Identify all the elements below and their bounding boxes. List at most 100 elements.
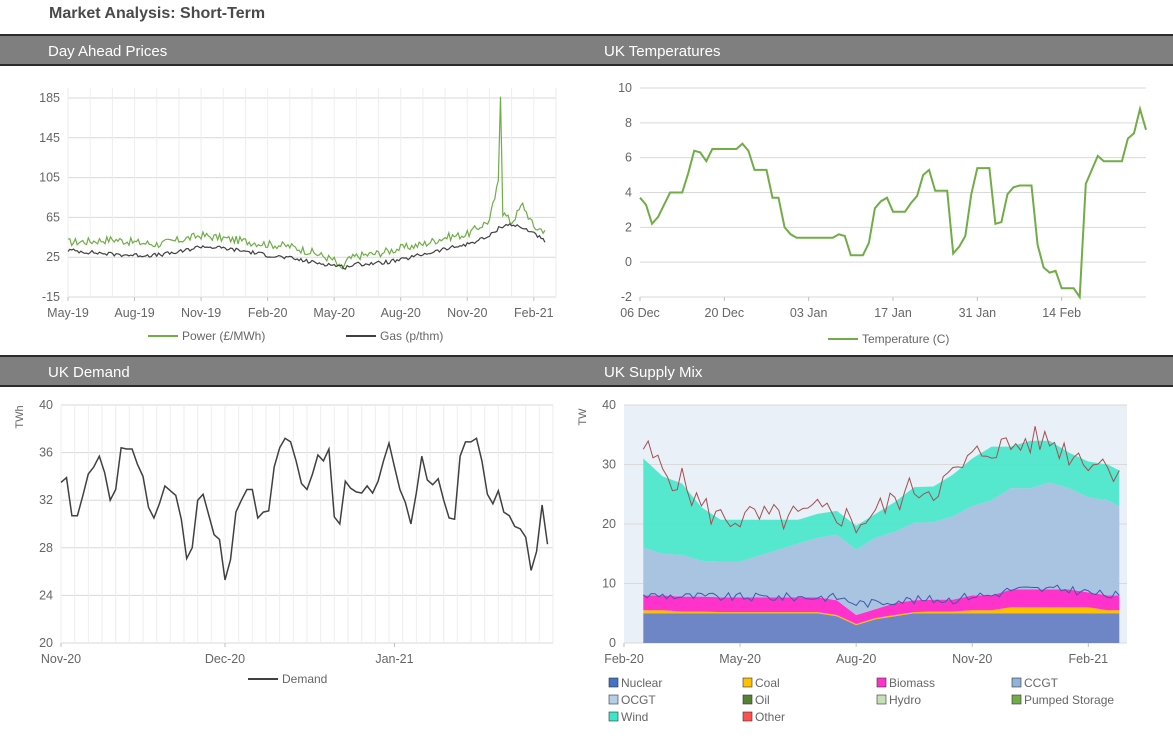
x-tick-label: 20 Dec	[705, 306, 745, 320]
legend-label: Other	[755, 710, 785, 724]
uk-supply-mix-title: UK Supply Mix	[604, 364, 703, 381]
legend-label: Hydro	[889, 693, 921, 707]
legend-swatch	[876, 677, 887, 688]
y-tick-label: 6	[625, 151, 632, 165]
legend-power: Power (£/MWh)	[148, 329, 265, 343]
top-header-band: Day Ahead Prices UK Temperatures	[0, 34, 1173, 66]
legend-swatch	[876, 694, 887, 705]
legend-item-oil: Oil	[742, 693, 770, 707]
y-axis-label: TW	[577, 408, 589, 426]
day-ahead-prices-title: Day Ahead Prices	[48, 43, 168, 60]
gas-series-line	[67, 222, 546, 270]
x-tick-label: Feb-21	[1069, 652, 1109, 666]
supply-chart: 0 10 20 30 40 Feb-20 May-20 Aug-20 Nov-20 Feb-21 T…	[577, 398, 1127, 666]
area-biomass	[643, 589, 1120, 624]
legend-item-other: Other	[742, 710, 785, 724]
y-tick-label: 105	[39, 171, 60, 185]
demand-chart: 20 24 28 32 36 40 Nov-20 Dec-20 Jan-21 TWh	[14, 398, 554, 666]
y-tick-label: 4	[625, 186, 632, 200]
x-tick-label: Nov-20	[41, 652, 81, 666]
legend-item-biomass: Biomass	[876, 676, 935, 690]
power-series-line	[67, 96, 546, 270]
legend-swatch	[1011, 677, 1022, 688]
legend-swatch	[608, 711, 619, 722]
area-ccgt	[643, 482, 1120, 615]
legend-item-pumped-storage: Pumped Storage	[1011, 693, 1114, 707]
x-tick-label: Feb-21	[514, 306, 554, 320]
area-nuclear	[643, 613, 1120, 643]
legend-item-coal: Coal	[742, 676, 780, 690]
y-tick-label: 0	[625, 255, 632, 269]
legend-item-hydro: Hydro	[876, 693, 921, 707]
x-tick-label: May-19	[47, 306, 89, 320]
legend-item-wind: Wind	[608, 710, 648, 724]
y-tick-label: 65	[46, 210, 60, 224]
legend-label: Coal	[755, 676, 780, 690]
x-tick-label: Nov-19	[181, 306, 221, 320]
y-tick-label: -2	[621, 290, 632, 304]
y-tick-label: 10	[618, 81, 632, 95]
x-tick-label: May-20	[313, 306, 355, 320]
y-tick-label: 20	[602, 517, 616, 531]
x-tick-label: Feb-20	[604, 652, 644, 666]
total-supply-line	[642, 426, 1120, 534]
x-tick-label: Aug-19	[114, 306, 154, 320]
x-tick-label: 17 Jan	[874, 306, 912, 320]
legend-demand: Demand	[248, 672, 327, 686]
x-tick-label: Aug-20	[381, 306, 421, 320]
area-wind	[643, 440, 1120, 562]
x-tick-label: Jan-21	[375, 652, 413, 666]
x-tick-label: Nov-20	[952, 652, 992, 666]
legend-label: Wind	[621, 710, 648, 724]
y-tick-label: 20	[39, 636, 53, 650]
x-tick-label: 03 Jan	[790, 306, 828, 320]
y-tick-label: 10	[602, 577, 616, 591]
y-tick-label: 0	[609, 636, 616, 650]
legend-gas: Gas (p/thm)	[346, 329, 443, 343]
y-tick-label: 25	[46, 250, 60, 264]
legend-swatch	[742, 711, 753, 722]
legend-temperature: Temperature (C)	[828, 332, 949, 346]
x-tick-label: 31 Jan	[959, 306, 997, 320]
legend-swatch	[742, 694, 753, 705]
nuclear-edge-line	[642, 584, 1120, 609]
y-tick-label: 2	[625, 220, 632, 234]
y-tick-label: -15	[42, 290, 60, 304]
legend-temperature-label: Temperature (C)	[862, 332, 949, 346]
y-tick-label: 30	[602, 458, 616, 472]
legend-label: Biomass	[889, 676, 935, 690]
legend-item-ccgt: CCGT	[1011, 676, 1059, 690]
page-title: Market Analysis: Short-Term	[49, 5, 266, 22]
y-tick-label: 36	[39, 446, 53, 460]
legend-power-label: Power (£/MWh)	[182, 329, 265, 343]
x-tick-label: Aug-20	[836, 652, 876, 666]
legend-label: OCGT	[621, 693, 656, 707]
legend-item-nuclear: Nuclear	[608, 676, 662, 690]
uk-temperatures-title: UK Temperatures	[604, 43, 721, 60]
legend-label: Oil	[755, 693, 770, 707]
prices-chart: -15 25 65 105 145 185 May-19 Aug-19 Nov-19 Feb-20…	[39, 88, 557, 320]
legend-swatch	[742, 677, 753, 688]
y-tick-label: 32	[39, 493, 53, 507]
x-tick-label: Nov-20	[447, 306, 487, 320]
legend-demand-label: Demand	[282, 672, 327, 686]
legend-label: Nuclear	[621, 676, 662, 690]
legend-swatch	[608, 694, 619, 705]
uk-demand-title: UK Demand	[48, 364, 130, 381]
legend-swatch	[608, 677, 619, 688]
y-tick-label: 185	[39, 91, 60, 105]
legend-swatch	[1011, 694, 1022, 705]
x-tick-label: 14 Feb	[1042, 306, 1081, 320]
y-tick-label: 8	[625, 116, 632, 130]
y-axis-label: TWh	[14, 405, 26, 428]
y-tick-label: 40	[39, 398, 53, 412]
legend-gas-label: Gas (p/thm)	[380, 329, 443, 343]
y-tick-label: 24	[39, 588, 53, 602]
area-coal	[643, 607, 1120, 626]
temps-chart: -2 0 2 4 6 8 10 06 Dec 20 Dec 03 Jan 17 Jan 31 Jan 1…	[618, 81, 1147, 320]
y-tick-label: 145	[39, 131, 60, 145]
legend-item-ocgt: OCGT	[608, 693, 656, 707]
x-tick-label: 06 Dec	[620, 306, 660, 320]
y-tick-label: 28	[39, 541, 53, 555]
